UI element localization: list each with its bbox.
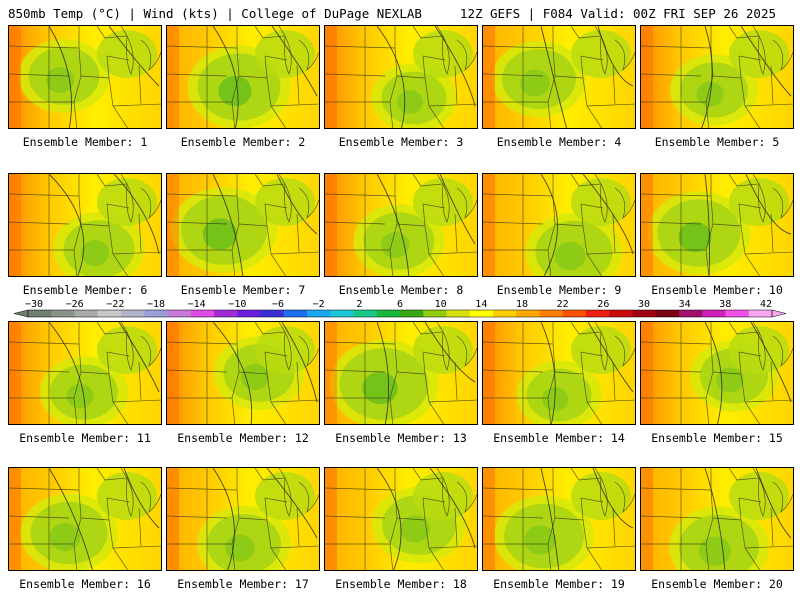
- member-label: Ensemble Member: 15: [651, 431, 783, 445]
- colorbar-tick-label: −6: [272, 300, 284, 310]
- colorbar-swatch: [609, 310, 633, 317]
- member-map-6: [8, 173, 162, 277]
- colorbar-tick-label: 14: [475, 300, 487, 310]
- colorbar-swatch: [28, 310, 52, 317]
- member-map-19: [482, 467, 636, 571]
- colorbar-swatch: [562, 310, 587, 317]
- member-map-18: [324, 467, 478, 571]
- colorbar-swatch: [260, 310, 285, 317]
- member-label: Ensemble Member: 7: [180, 283, 306, 297]
- member-map-17: [166, 467, 320, 571]
- member-label: Ensemble Member: 11: [19, 431, 151, 445]
- colorbar-tick-label: −14: [188, 300, 206, 310]
- member-label: Ensemble Member: 1: [22, 135, 148, 149]
- colorbar-tick-label: 26: [597, 300, 609, 310]
- colorbar-swatch: [655, 310, 680, 317]
- member-map-2: [166, 25, 320, 129]
- member-map-16: [8, 467, 162, 571]
- colorbar-right-arrow: [771, 309, 786, 318]
- colorbar-tick-label: −18: [147, 300, 165, 310]
- colorbar-swatch: [283, 310, 308, 317]
- member-label: Ensemble Member: 8: [338, 283, 464, 297]
- colorbar-swatch: [237, 310, 261, 317]
- member-label: Ensemble Member: 10: [651, 283, 783, 297]
- colorbar-tick-label: −22: [106, 300, 124, 310]
- colorbar-tick-label: 22: [557, 300, 569, 310]
- member-map-1: [8, 25, 162, 129]
- colorbar-tick-label: 42: [760, 300, 772, 310]
- colorbar-tick-label: 10: [435, 300, 447, 310]
- member-label: Ensemble Member: 5: [654, 135, 780, 149]
- member-label: Ensemble Member: 18: [335, 577, 467, 591]
- colorbar-swatch: [516, 310, 540, 317]
- colorbar-swatch: [214, 310, 238, 317]
- colorbar-swatch: [725, 310, 750, 317]
- colorbar-swatch: [376, 310, 401, 317]
- member-map-9: [482, 173, 636, 277]
- colorbar-tick-label: 38: [719, 300, 731, 310]
- member-label: Ensemble Member: 16: [19, 577, 151, 591]
- member-label: Ensemble Member: 13: [335, 431, 467, 445]
- colorbar-tick-label: 6: [397, 300, 403, 310]
- member-map-13: [324, 321, 478, 425]
- member-map-10: [640, 173, 794, 277]
- colorbar-tick-label: 30: [638, 300, 650, 310]
- colorbar-swatch: [330, 310, 354, 317]
- colorbar-swatch: [748, 310, 773, 317]
- colorbar-swatch: [539, 310, 564, 317]
- member-map-15: [640, 321, 794, 425]
- member-label: Ensemble Member: 19: [493, 577, 625, 591]
- colorbar-tick-label: −10: [228, 300, 246, 310]
- member-map-7: [166, 173, 320, 277]
- colorbar-swatch: [493, 310, 517, 317]
- member-label: Ensemble Member: 3: [338, 135, 464, 149]
- member-map-14: [482, 321, 636, 425]
- colorbar-swatch: [74, 310, 99, 317]
- colorbar-left-arrow: [14, 309, 29, 318]
- member-label: Ensemble Member: 14: [493, 431, 625, 445]
- member-label: Ensemble Member: 12: [177, 431, 309, 445]
- colorbar-swatch: [400, 310, 424, 317]
- colorbar-swatch: [51, 310, 75, 317]
- colorbar-swatch: [423, 310, 447, 317]
- colorbar-tick-label: 2: [356, 300, 362, 310]
- colorbar-tick-label: −26: [66, 300, 84, 310]
- member-map-8: [324, 173, 478, 277]
- member-label: Ensemble Member: 2: [180, 135, 306, 149]
- member-label: Ensemble Member: 4: [496, 135, 622, 149]
- header-title: 850mb Temp (°C) | Wind (kts) | College o…: [8, 6, 422, 21]
- colorbar-outline: [27, 309, 773, 318]
- colorbar-tick-label: −30: [25, 300, 43, 310]
- member-label: Ensemble Member: 9: [496, 283, 622, 297]
- colorbar-swatch: [446, 310, 471, 317]
- member-label: Ensemble Member: 20: [651, 577, 783, 591]
- colorbar-swatch: [167, 310, 192, 317]
- member-map-5: [640, 25, 794, 129]
- header-valid-time: 12Z GEFS | F084 Valid: 00Z FRI SEP 26 20…: [459, 6, 776, 21]
- colorbar-swatch: [121, 310, 145, 317]
- member-label: Ensemble Member: 17: [177, 577, 309, 591]
- member-map-20: [640, 467, 794, 571]
- temperature-colorbar: −30 −26 −22 −18 −14 −10 −6 −2 2 6 10 14 18 22 26 30 34 38…: [14, 300, 786, 318]
- colorbar-swatch: [469, 310, 494, 317]
- member-label: Ensemble Member: 6: [22, 283, 148, 297]
- colorbar-swatch: [144, 310, 168, 317]
- member-map-3: [324, 25, 478, 129]
- colorbar-tick-label: −2: [313, 300, 325, 310]
- member-map-12: [166, 321, 320, 425]
- colorbar-tick-label: 34: [679, 300, 691, 310]
- colorbar-tick-label: 18: [516, 300, 528, 310]
- colorbar-swatch: [632, 310, 657, 317]
- colorbar-swatch: [353, 310, 378, 317]
- colorbar-swatch: [679, 310, 703, 317]
- member-map-4: [482, 25, 636, 129]
- member-map-11: [8, 321, 162, 425]
- colorbar-swatch: [702, 310, 726, 317]
- colorbar-swatch: [307, 310, 331, 317]
- colorbar-swatch: [97, 310, 122, 317]
- colorbar-swatch: [190, 310, 215, 317]
- colorbar-swatch: [586, 310, 610, 317]
